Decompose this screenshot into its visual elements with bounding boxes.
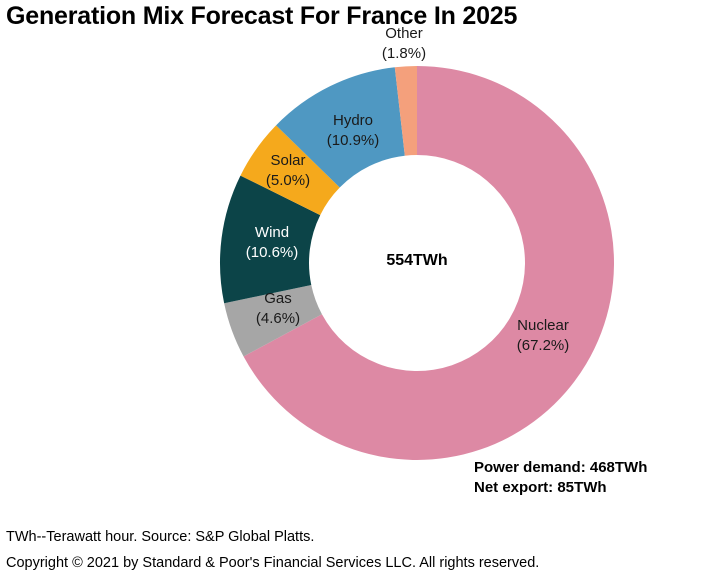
slice-hydro xyxy=(276,67,405,188)
slice-value-nuclear: (67.2%) xyxy=(517,337,570,354)
slice-solar xyxy=(240,125,340,216)
slice-value-other: (1.8%) xyxy=(382,45,426,62)
slice-label-other: Other xyxy=(385,25,423,42)
slice-label-wind: Wind xyxy=(255,224,289,241)
source-note: TWh--Terawatt hour. Source: S&P Global P… xyxy=(6,529,315,545)
slice-gas xyxy=(224,285,322,357)
net-export-note: Net export: 85TWh xyxy=(474,479,607,496)
donut-slices xyxy=(220,66,615,461)
chart-title: Generation Mix Forecast For France In 20… xyxy=(6,2,518,30)
footer: TWh--Terawatt hour. Source: S&P Global P… xyxy=(6,524,539,576)
slice-label-hydro: Hydro xyxy=(333,112,373,129)
copyright-note: Copyright © 2021 by Standard & Poor's Fi… xyxy=(6,555,540,571)
slice-label-gas: Gas xyxy=(264,290,292,307)
slice-label-nuclear: Nuclear xyxy=(517,317,569,334)
slice-value-hydro: (10.9%) xyxy=(327,132,380,149)
center-total-label: 554TWh xyxy=(386,252,447,269)
slice-other xyxy=(394,66,417,156)
power-demand-note: Power demand: 468TWh xyxy=(474,459,648,476)
slice-wind xyxy=(220,175,321,304)
slice-labels: Nuclear (67.2%) Gas (4.6%) Wind (10.6%) Solar (… xyxy=(246,25,570,354)
slice-value-wind: (10.6%) xyxy=(246,244,299,261)
notes-box: Power demand: 468TWh Net export: 85TWh xyxy=(474,458,647,498)
slice-nuclear xyxy=(243,66,615,461)
slice-value-solar: (5.0%) xyxy=(266,172,310,189)
slice-value-gas: (4.6%) xyxy=(256,310,300,327)
slice-label-solar: Solar xyxy=(270,152,305,169)
